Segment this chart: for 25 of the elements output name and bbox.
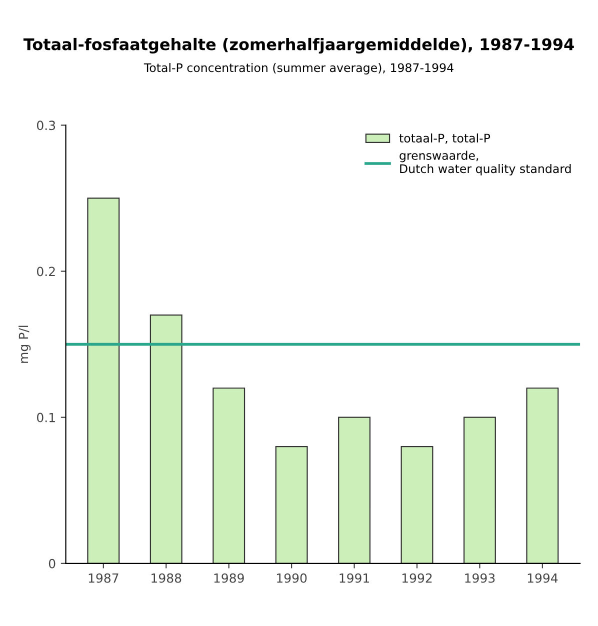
legend-label: totaal-P, total-P	[399, 133, 490, 144]
bar	[463, 416, 496, 564]
x-tick-label: 1989	[214, 573, 244, 583]
x-tick-label: 1994	[528, 573, 558, 583]
x-tick-label: 1993	[465, 573, 495, 583]
legend-label: grenswaarde, Dutch water quality standard	[400, 150, 571, 176]
bar	[526, 388, 559, 564]
bar	[150, 314, 182, 564]
x-tick-label: 1991	[340, 573, 370, 583]
y-tick-label: 0.2	[37, 266, 55, 276]
y-tick-label: 0	[48, 558, 56, 568]
bar	[400, 446, 434, 564]
x-tick-label: 1987	[88, 573, 118, 583]
bar	[87, 198, 120, 564]
y-tick-label: 0.1	[37, 412, 55, 422]
bar	[338, 416, 371, 564]
y-tick-label: 0.3	[37, 120, 56, 130]
x-tick-label: 1990	[277, 573, 307, 583]
chart-subtitle: Total-P concentration (summer average), 1987-1994	[144, 63, 454, 74]
x-tick-label: 1992	[402, 573, 432, 583]
bar	[212, 388, 246, 564]
chart-title: Totaal-fosfaatgehalte (zomerhalfjaargemiddelde), 1987-1994	[23, 38, 574, 54]
y-axis-title: mg P/l	[18, 326, 31, 363]
x-tick-label: 1988	[152, 573, 182, 583]
bar	[275, 446, 308, 564]
